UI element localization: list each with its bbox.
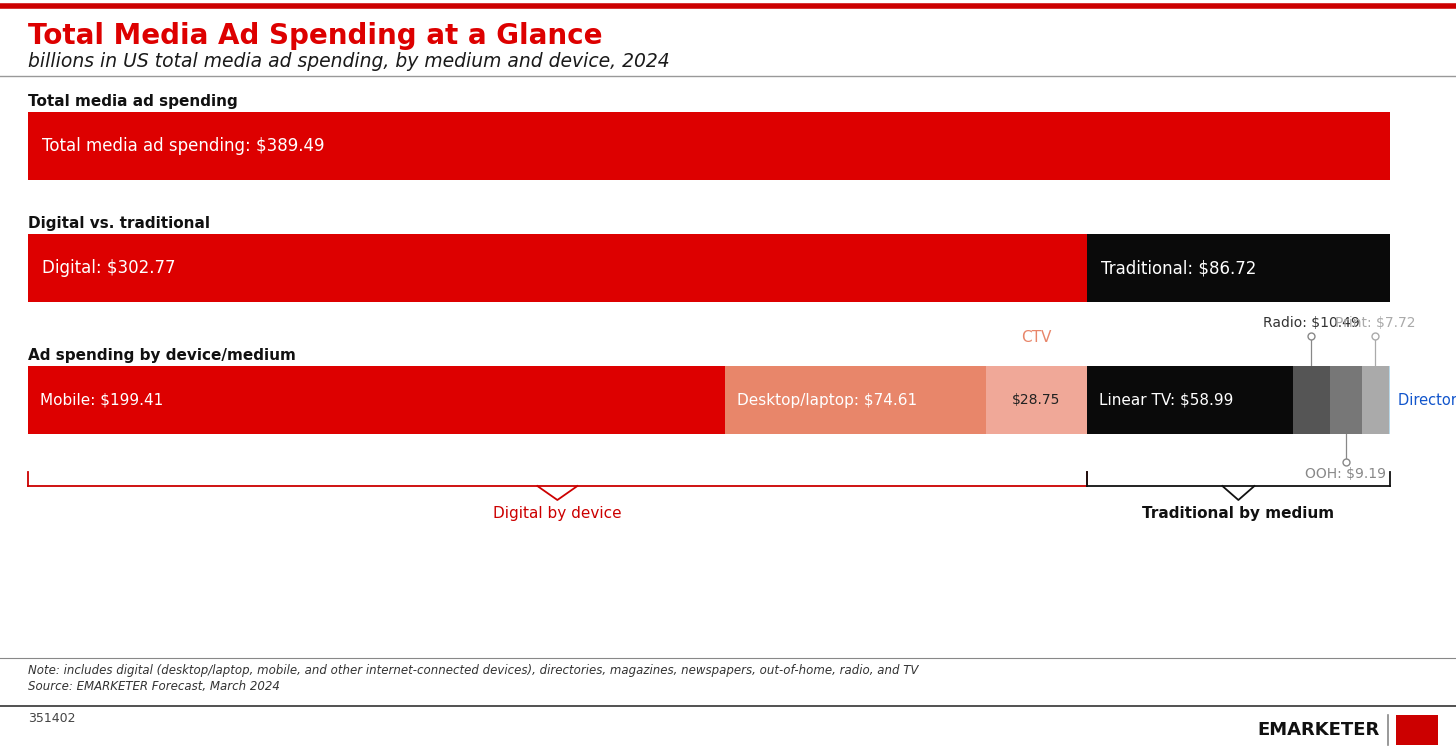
Text: Total media ad spending: $389.49: Total media ad spending: $389.49 [42,137,325,155]
Text: Ad spending by device/medium: Ad spending by device/medium [28,348,296,363]
Text: $28.75: $28.75 [1012,393,1060,407]
Text: Digital: $302.77: Digital: $302.77 [42,259,176,277]
Text: Directories: $0.33: Directories: $0.33 [1398,393,1456,407]
Text: Linear TV: $58.99: Linear TV: $58.99 [1099,393,1233,407]
Bar [28,234,1086,302]
Text: 351402: 351402 [28,712,76,725]
Text: Mobile: $199.41: Mobile: $199.41 [39,393,163,407]
Bar [1293,366,1329,434]
Text: EMARKETER: EMARKETER [1258,721,1380,739]
Bar [1329,366,1361,434]
Text: Total media ad spending: Total media ad spending [28,94,237,109]
Text: Digital vs. traditional: Digital vs. traditional [28,216,210,231]
Text: Total Media Ad Spending at a Glance: Total Media Ad Spending at a Glance [28,22,603,50]
Text: billions in US total media ad spending, by medium and device, 2024: billions in US total media ad spending, … [28,52,670,71]
Text: Desktop/laptop: $74.61: Desktop/laptop: $74.61 [737,393,917,407]
Bar [1396,715,1439,745]
Text: Digital by device: Digital by device [494,506,622,521]
Bar [28,366,725,434]
Bar [1086,234,1390,302]
Text: Source: EMARKETER Forecast, March 2024: Source: EMARKETER Forecast, March 2024 [28,680,280,693]
Bar [1086,366,1293,434]
Bar [986,366,1086,434]
Text: OOH: $9.19: OOH: $9.19 [1305,467,1386,481]
Text: Note: includes digital (desktop/laptop, mobile, and other internet-connected dev: Note: includes digital (desktop/laptop, … [28,664,919,677]
Bar [28,112,1390,180]
Text: Traditional: $86.72: Traditional: $86.72 [1101,259,1257,277]
Text: Radio: $10.49: Radio: $10.49 [1262,316,1360,330]
Bar [725,366,986,434]
Text: EM: EM [1402,721,1433,739]
Text: Print: $7.72: Print: $7.72 [1335,316,1415,330]
Text: Traditional by medium: Traditional by medium [1143,506,1335,521]
Bar [1361,366,1389,434]
Text: CTV: CTV [1021,330,1051,345]
